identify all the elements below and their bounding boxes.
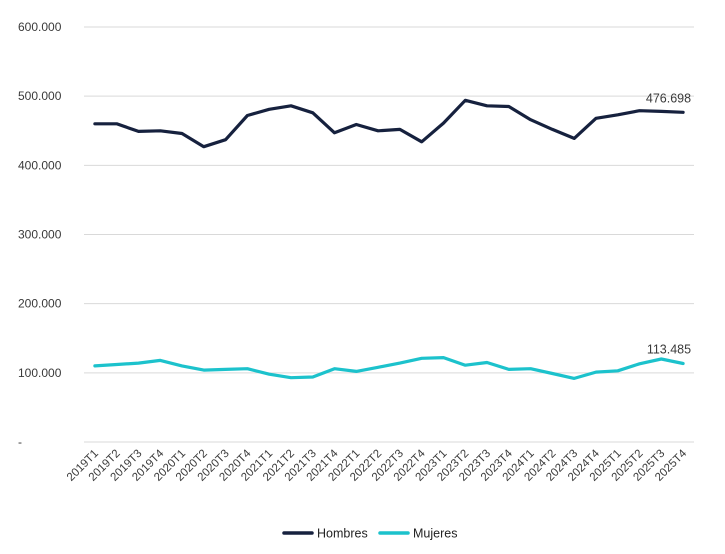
end-data-label-hombres: 476.698: [646, 91, 691, 105]
y-tick-label: 200.000: [18, 297, 62, 311]
gridlines: [84, 26, 694, 443]
y-tick-label: 100.000: [18, 366, 62, 380]
data-labels: 476.698 113.485: [646, 91, 691, 356]
x-axis-tick-labels: 2019T12019T22019T32019T42020T12020T22020…: [65, 447, 690, 483]
legend-label-hombres: Hombres: [317, 527, 368, 541]
y-tick-label: 600.000: [18, 20, 62, 34]
y-axis-tick-labels: - 100.000 200.000 300.000 400.000 500.000 600.…: [18, 20, 62, 449]
legend: Hombres Mujeres: [282, 527, 457, 541]
series-line-mujeres: [93, 356, 685, 380]
y-tick-label: 400.000: [18, 158, 62, 172]
series-line-hombres: [93, 98, 685, 149]
series-lines: [93, 98, 685, 380]
y-tick-label: -: [18, 435, 22, 449]
end-data-label-mujeres: 113.485: [647, 343, 691, 357]
legend-label-mujeres: Mujeres: [413, 527, 457, 541]
y-tick-label: 300.000: [18, 228, 62, 242]
y-tick-label: 500.000: [18, 89, 62, 103]
